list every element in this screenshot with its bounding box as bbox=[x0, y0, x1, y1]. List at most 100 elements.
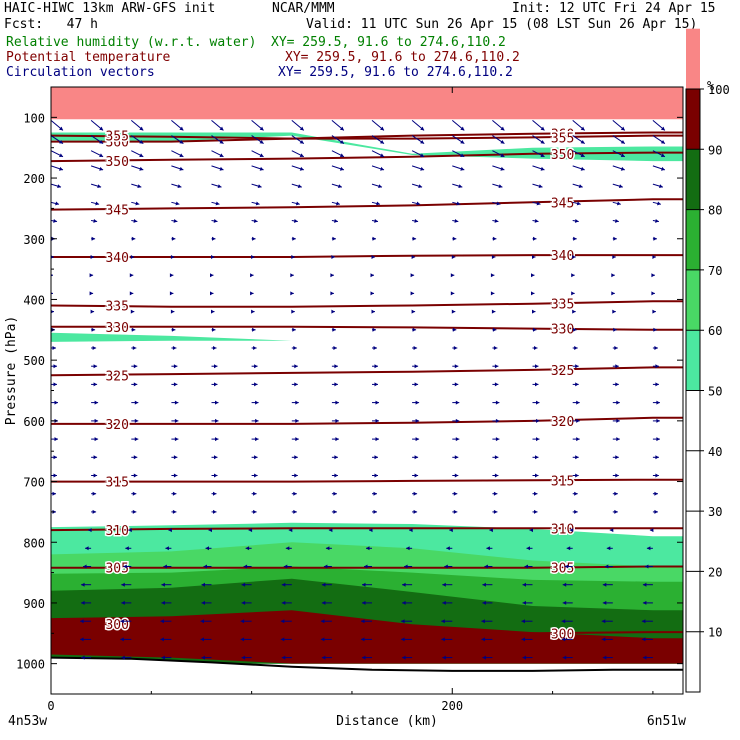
wind-vector-head bbox=[533, 236, 537, 241]
wind-vector-head bbox=[55, 201, 59, 206]
wind-vector-head bbox=[253, 346, 257, 350]
wind-vector bbox=[325, 546, 332, 551]
wind-vector-head bbox=[642, 655, 647, 660]
wind-vector-head bbox=[453, 491, 458, 496]
wind-vector-head bbox=[179, 140, 184, 144]
wind-vector bbox=[291, 327, 296, 332]
wind-vector bbox=[241, 655, 252, 660]
wind-vector bbox=[532, 165, 545, 171]
wind-vector-head bbox=[615, 473, 619, 478]
wind-vector-head bbox=[402, 600, 406, 605]
y-tick-label: 200 bbox=[23, 172, 45, 186]
wind-vector-head bbox=[496, 201, 501, 206]
wind-vector bbox=[283, 564, 292, 569]
colorbar-tick-label: 80 bbox=[708, 204, 722, 218]
wind-vector bbox=[130, 309, 135, 314]
wind-vector bbox=[45, 546, 51, 550]
wind-vector-head bbox=[615, 382, 619, 387]
wind-vector-head bbox=[325, 546, 330, 551]
wind-vector bbox=[163, 564, 172, 569]
wind-vector bbox=[331, 509, 337, 514]
wind-vector bbox=[482, 655, 493, 660]
wind-vector-head bbox=[41, 583, 45, 587]
wind-vector-head bbox=[83, 564, 87, 569]
wind-vector-head bbox=[575, 382, 579, 387]
wind-vector bbox=[291, 473, 298, 478]
wind-vector bbox=[441, 637, 453, 642]
terrain-fill bbox=[51, 657, 683, 694]
wind-vector bbox=[532, 382, 539, 387]
wind-vector-head bbox=[240, 619, 245, 624]
wind-vector-head bbox=[402, 582, 406, 587]
wind-vector bbox=[91, 400, 99, 405]
wind-vector-head bbox=[442, 582, 446, 587]
wind-vector bbox=[91, 509, 97, 514]
wind-vector-head bbox=[460, 140, 465, 144]
wind-vector-head bbox=[441, 637, 445, 642]
wind-vector bbox=[412, 509, 418, 514]
wind-vector bbox=[372, 455, 378, 460]
wind-vector-head bbox=[616, 418, 620, 423]
wind-vector bbox=[612, 135, 626, 145]
wind-vector bbox=[521, 637, 533, 642]
wind-vector bbox=[572, 418, 580, 423]
wind-vector bbox=[402, 582, 413, 587]
wind-vector-head bbox=[534, 509, 538, 514]
wind-vector-head bbox=[172, 346, 177, 350]
wind-vector bbox=[371, 255, 375, 259]
wind-vector-head bbox=[243, 564, 248, 569]
theta-label-350-2: 350 bbox=[551, 148, 574, 163]
wind-vector-head bbox=[535, 455, 539, 460]
wind-vector bbox=[412, 382, 419, 387]
wind-vector bbox=[331, 236, 336, 241]
x-axis-label: Distance (km) bbox=[336, 714, 438, 729]
wind-vector-head bbox=[660, 140, 665, 144]
wind-vector-head bbox=[213, 491, 217, 496]
wind-vector-head bbox=[540, 126, 545, 131]
wind-vector-head bbox=[655, 364, 659, 369]
valid-time: Valid: 11 UTC Sun 26 Apr 15 (08 LST Sun … bbox=[306, 17, 698, 32]
wind-vector-head bbox=[210, 291, 214, 296]
wind-vector-head bbox=[330, 273, 334, 278]
wind-vector-head bbox=[134, 400, 139, 405]
wind-vector bbox=[442, 582, 453, 587]
wind-vector bbox=[291, 183, 302, 188]
wind-vector-head bbox=[133, 364, 138, 369]
wind-vector bbox=[412, 327, 417, 332]
wind-vector-head bbox=[51, 309, 54, 314]
wind-vector bbox=[371, 120, 385, 131]
wind-vector-head bbox=[40, 619, 44, 623]
wind-vector bbox=[532, 120, 545, 131]
wind-vector-head bbox=[490, 291, 495, 296]
wind-vector-head bbox=[85, 546, 89, 551]
wind-vector-head bbox=[493, 346, 498, 350]
wind-vector-head bbox=[299, 166, 304, 171]
wind-vector-head bbox=[53, 473, 57, 478]
wind-vector bbox=[492, 135, 505, 145]
init-time: Init: 12 UTC Fri 24 Apr 15 bbox=[512, 1, 716, 16]
wind-vector-head bbox=[531, 291, 535, 296]
wind-vector bbox=[251, 327, 256, 332]
wind-vector bbox=[532, 509, 538, 514]
wind-vector bbox=[169, 291, 174, 296]
wind-vector bbox=[291, 491, 297, 496]
wind-vector-head bbox=[569, 528, 574, 533]
wind-vector bbox=[328, 528, 333, 533]
wind-vector bbox=[612, 382, 619, 387]
wind-vector-head bbox=[540, 140, 545, 144]
wind-vector-head bbox=[612, 309, 616, 314]
wind-vector bbox=[412, 346, 418, 350]
wind-vector-head bbox=[174, 400, 179, 405]
wind-vector-head bbox=[578, 184, 583, 188]
wind-vector bbox=[371, 309, 375, 314]
wind-vector bbox=[572, 183, 583, 188]
wind-vector-head bbox=[454, 473, 459, 478]
theta-label-325-1: 325 bbox=[105, 369, 128, 384]
wind-vector bbox=[492, 150, 505, 158]
wind-vector bbox=[83, 564, 92, 569]
wind-vector-head bbox=[602, 655, 607, 660]
wind-vector-head bbox=[415, 437, 420, 442]
wind-vector bbox=[652, 400, 660, 405]
theta-label-310-2: 310 bbox=[551, 522, 574, 537]
wind-vector-head bbox=[121, 600, 125, 605]
